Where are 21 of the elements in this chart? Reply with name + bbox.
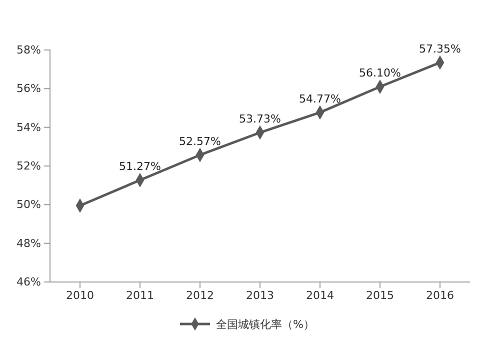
y-tick-label: 56% xyxy=(16,82,41,96)
x-tick-label: 2016 xyxy=(426,288,454,302)
x-tick-label: 2013 xyxy=(246,288,274,302)
x-tick-label: 2015 xyxy=(366,288,394,302)
data-label: 51.27% xyxy=(119,160,161,174)
data-label: 54.77% xyxy=(299,92,341,106)
x-tick-label: 2010 xyxy=(66,288,94,302)
x-tick-label: 2014 xyxy=(306,288,334,302)
y-tick-label: 50% xyxy=(16,198,41,212)
x-tick-label: 2012 xyxy=(186,288,214,302)
data-label: 57.35% xyxy=(419,42,461,56)
y-tick-label: 52% xyxy=(16,160,41,173)
legend-label: 全国城镇化率（%） xyxy=(216,318,314,331)
y-tick-label: 58% xyxy=(16,44,41,57)
data-label: 53.73% xyxy=(239,112,281,126)
data-label: 52.57% xyxy=(179,134,221,148)
y-tick-label: 48% xyxy=(16,236,41,250)
y-tick-label: 46% xyxy=(16,276,41,289)
x-tick-label: 2011 xyxy=(126,288,154,302)
y-tick-label: 54% xyxy=(16,120,41,134)
data-label: 56.10% xyxy=(359,66,401,80)
